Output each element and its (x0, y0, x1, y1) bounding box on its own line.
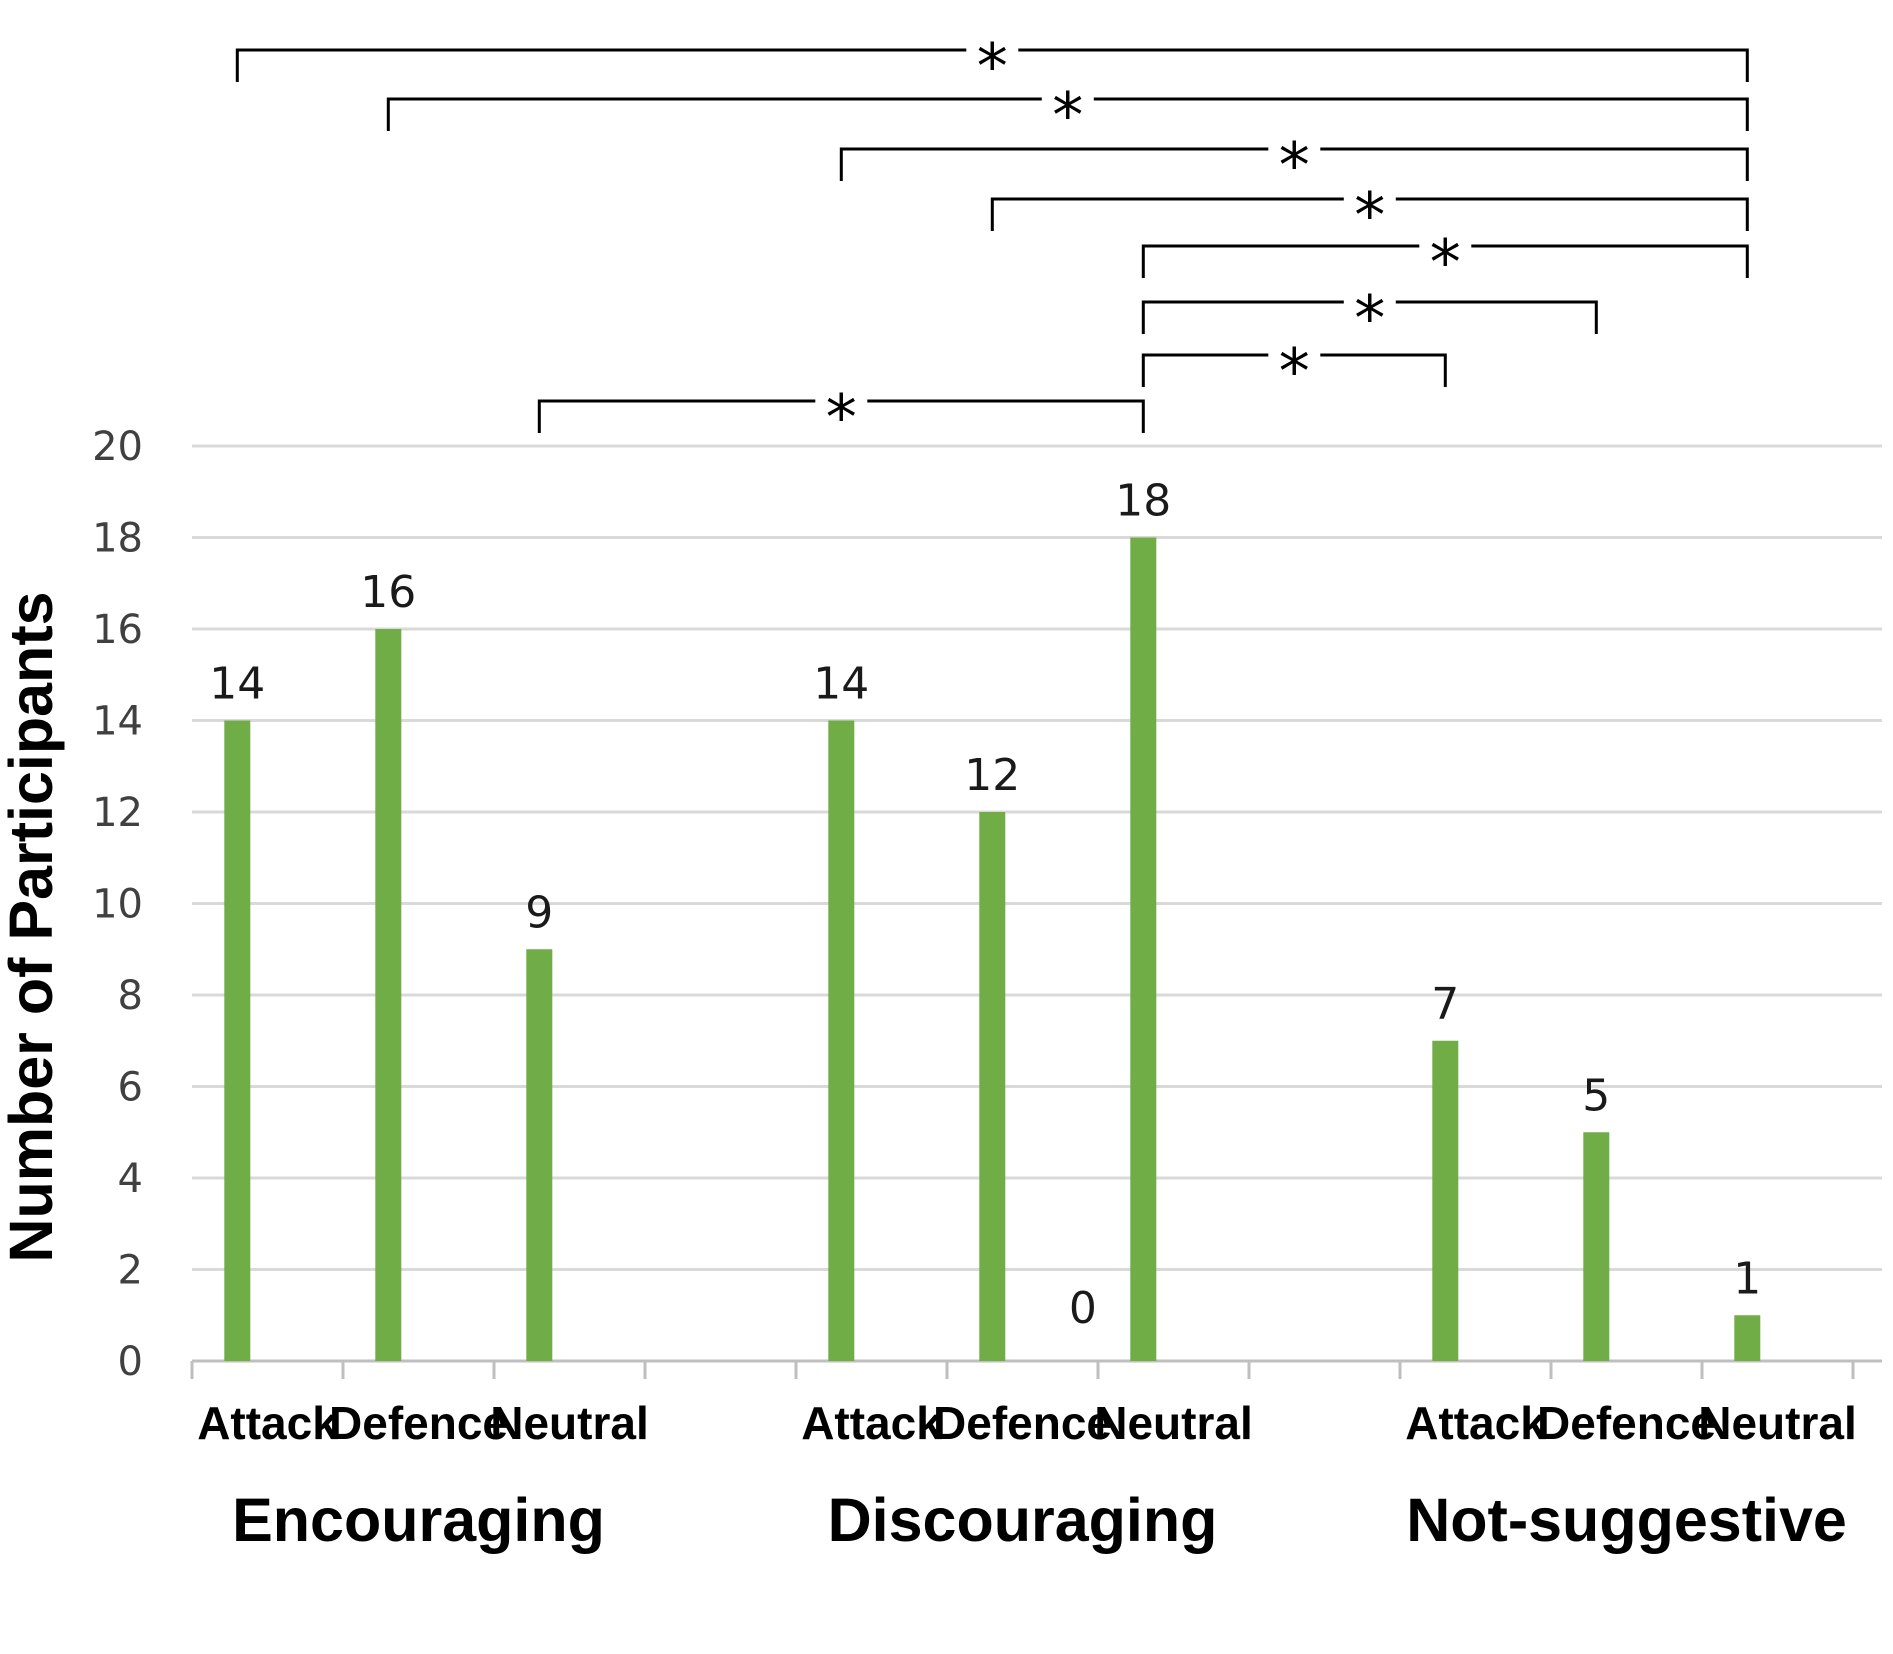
y-axis-title: Number of Participants (0, 591, 65, 1262)
significance-star: * (1279, 335, 1310, 408)
significance-star: * (1430, 226, 1461, 299)
y-tick-label: 12 (92, 790, 143, 836)
data-label: 9 (525, 887, 553, 938)
data-label: 7 (1431, 979, 1459, 1030)
significance-star: * (1279, 129, 1310, 202)
y-tick-label: 18 (92, 516, 143, 562)
significance-bracket (1141, 353, 1447, 387)
significance-bracket (839, 147, 1749, 181)
significance-star: * (1354, 282, 1385, 355)
y-axis-ticks: 0 2 4 6 8 10 12 14 16 18 20 (92, 424, 143, 1385)
data-label: 14 (209, 659, 265, 710)
bar (526, 949, 553, 1361)
bar (224, 720, 251, 1361)
group-label: Discouraging (828, 1486, 1218, 1554)
significance-star: * (1052, 79, 1083, 152)
y-tick-label: 4 (118, 1156, 143, 1202)
category-label: Neutral (1094, 1397, 1252, 1449)
category-label: Neutral (1698, 1397, 1856, 1449)
data-label: 0 (1069, 1283, 1097, 1334)
bar (1130, 537, 1157, 1361)
data-label: 12 (964, 750, 1020, 801)
significance-bracket (235, 48, 1749, 82)
y-tick-label: 20 (92, 424, 143, 470)
group-labels: Encouraging Discouraging Not-suggestive (232, 1486, 1847, 1554)
category-label: Neutral (490, 1397, 648, 1449)
category-label: Attack (1405, 1397, 1546, 1449)
category-label: Attack (801, 1397, 942, 1449)
y-tick-label: 6 (118, 1065, 143, 1111)
significance-bracket (537, 399, 1145, 433)
category-label: Attack (197, 1397, 338, 1449)
y-tick-label: 2 (118, 1248, 143, 1294)
bar (1583, 1132, 1610, 1361)
bars (224, 537, 1761, 1361)
bar (1734, 1315, 1761, 1361)
data-label: 14 (813, 659, 869, 710)
significance-star: * (826, 381, 857, 454)
y-tick-label: 16 (92, 607, 143, 653)
bar (979, 812, 1006, 1361)
data-label: 5 (1582, 1070, 1610, 1121)
y-tick-label: 14 (92, 699, 143, 745)
data-labels: 14 16 9 14 12 18 7 5 1 0 (209, 476, 1761, 1335)
category-label: Defence (1537, 1397, 1716, 1449)
bar (375, 629, 402, 1361)
bar (828, 720, 855, 1361)
category-label: Defence (329, 1397, 508, 1449)
gridlines (192, 444, 1882, 1271)
y-tick-label: 10 (92, 882, 143, 928)
category-label: Defence (933, 1397, 1112, 1449)
y-tick-label: 8 (118, 973, 143, 1019)
data-label: 16 (360, 567, 416, 618)
x-axis (190, 1359, 1882, 1379)
significance-star: * (977, 30, 1008, 103)
significance-bracket (990, 197, 1749, 231)
group-label: Encouraging (232, 1486, 605, 1554)
data-label: 18 (1115, 476, 1171, 527)
significance-bracket (1141, 300, 1598, 334)
significance-bracket (386, 97, 1749, 131)
significance-bracket (1141, 244, 1749, 278)
bar (1432, 1040, 1459, 1361)
y-tick-label: 0 (118, 1339, 143, 1385)
group-label: Not-suggestive (1406, 1486, 1847, 1554)
significance-brackets: * * * * * * * * (235, 30, 1749, 454)
data-label: 1 (1733, 1253, 1761, 1304)
significance-star: * (1354, 179, 1385, 252)
